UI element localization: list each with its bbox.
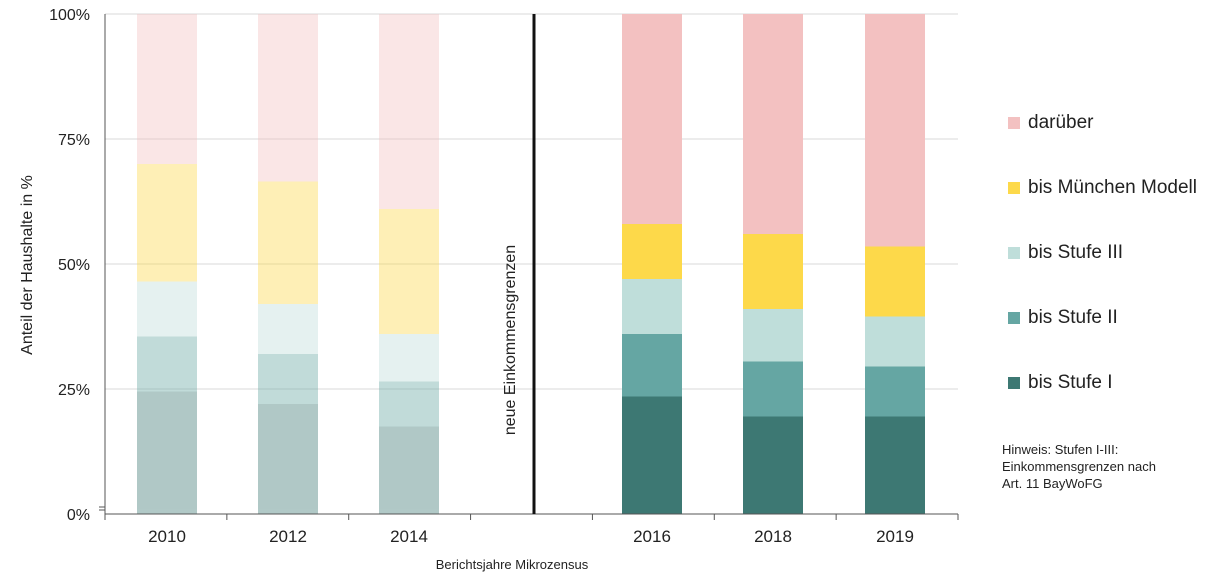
legend-label: bis Stufe II — [1028, 307, 1118, 328]
legend-item: bis München Modell — [1008, 177, 1197, 199]
bar-segment — [743, 14, 803, 234]
bar-segment — [379, 14, 439, 209]
bar-segment — [622, 334, 682, 397]
bar-segment — [137, 164, 197, 282]
x-tick-label: 2019 — [876, 527, 914, 546]
bar-segment — [865, 316, 925, 367]
bar-segment — [743, 416, 803, 514]
divider-label: neue Einkommensgrenzen — [502, 245, 519, 435]
legend-swatch — [1008, 117, 1020, 129]
y-tick-label: 50% — [58, 257, 90, 274]
bar-segment — [137, 14, 197, 164]
x-tick-label: 2014 — [390, 527, 428, 546]
x-tick-label: 2018 — [754, 527, 792, 546]
bar-segment — [379, 334, 439, 382]
legend-item: bis Stufe II — [1008, 307, 1118, 329]
bar-stack-2012 — [258, 14, 318, 514]
bar-segment — [379, 209, 439, 334]
bar-segment — [865, 416, 925, 514]
legend-swatch — [1008, 182, 1020, 194]
bar-segment — [258, 404, 318, 514]
legend-item: bis Stufe III — [1008, 242, 1123, 264]
bar-segment — [865, 366, 925, 417]
bar-segment — [743, 361, 803, 417]
y-tick-labels: 0% 25% 50% 75% 100% — [49, 7, 90, 524]
note: Hinweis: Stufen I-III: Einkommensgrenzen… — [1002, 441, 1212, 492]
bar-stack-2016 — [622, 14, 682, 514]
legend-label: bis Stufe I — [1028, 372, 1113, 393]
bar-segment — [622, 279, 682, 334]
bar-segment — [865, 246, 925, 317]
x-tick-label: 2016 — [633, 527, 671, 546]
legend-label: bis München Modell — [1028, 177, 1197, 198]
bar-stack-2014 — [379, 14, 439, 514]
y-tick-label: 25% — [58, 382, 90, 399]
legend-swatch — [1008, 312, 1020, 324]
legend-label: bis Stufe III — [1028, 242, 1124, 263]
bar-segment — [743, 309, 803, 362]
bar-segment — [379, 381, 439, 427]
bar-segment — [258, 14, 318, 182]
bar-segment — [865, 14, 925, 247]
bar-segment — [137, 281, 197, 337]
x-tick-label: 2010 — [148, 527, 186, 546]
bar-segment — [258, 354, 318, 404]
bar-stack-2018 — [743, 14, 803, 514]
x-axis-label: Berichtsjahre Mikrozensus — [436, 557, 589, 572]
note-line-3: Art. 11 BayWoFG — [1002, 476, 1103, 491]
bar-segment — [379, 426, 439, 514]
y-tick-label: 75% — [58, 132, 90, 149]
bar-segment — [622, 14, 682, 224]
gridlines — [105, 13, 958, 390]
legend-label: darüber — [1028, 112, 1094, 133]
x-tick-labels: 2010 2012 2014 2016 2018 2019 — [148, 527, 914, 546]
legend-swatch — [1008, 377, 1020, 389]
bar-stack-2010 — [137, 14, 197, 514]
bar-segment — [137, 391, 197, 514]
bars — [137, 14, 925, 514]
note-line-1: Hinweis: Stufen I-III: — [1002, 442, 1119, 457]
bar-segment — [622, 224, 682, 279]
note-line-2: Einkommensgrenzen nach — [1002, 459, 1156, 474]
bar-segment — [258, 181, 318, 304]
bar-segment — [137, 336, 197, 392]
bar-segment — [622, 396, 682, 514]
bar-segment — [743, 234, 803, 309]
legend-swatch — [1008, 247, 1020, 259]
legend-item: darüber — [1008, 112, 1094, 134]
legend-item: bis Stufe I — [1008, 372, 1113, 394]
axes — [99, 14, 959, 520]
x-tick-label: 2012 — [269, 527, 307, 546]
y-tick-label: 100% — [49, 7, 90, 24]
y-axis-label: Anteil der Haushalte in % — [19, 175, 36, 355]
bar-stack-2019 — [865, 14, 925, 514]
bar-segment — [258, 304, 318, 354]
y-tick-label: 0% — [67, 507, 90, 524]
